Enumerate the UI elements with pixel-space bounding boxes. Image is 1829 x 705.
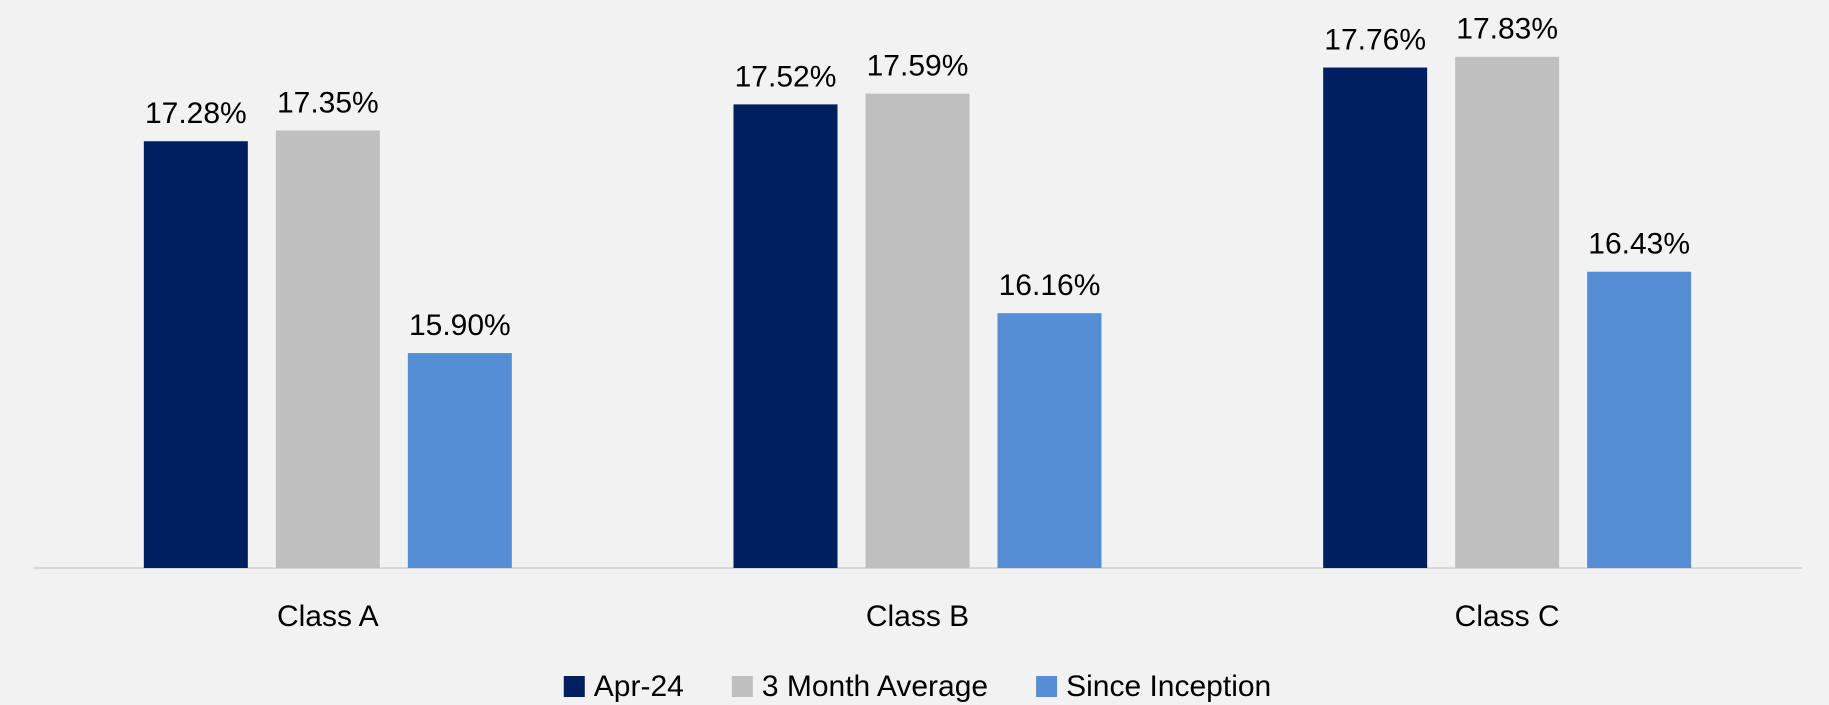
bar bbox=[865, 93, 970, 568]
bar bbox=[143, 141, 248, 569]
bar bbox=[997, 313, 1102, 568]
legend-label: 3 Month Average bbox=[762, 670, 988, 703]
data-label: 17.83% bbox=[1456, 13, 1558, 46]
data-label: 17.28% bbox=[145, 97, 247, 130]
x-tick-label: Class A bbox=[277, 600, 379, 633]
data-label: 16.16% bbox=[999, 269, 1101, 302]
bar bbox=[1587, 271, 1692, 568]
legend-swatch bbox=[731, 676, 753, 697]
legend-label: Apr-24 bbox=[594, 670, 684, 703]
bar bbox=[275, 130, 380, 568]
x-tick-label: Class B bbox=[866, 600, 969, 633]
legend-label: Since Inception bbox=[1066, 670, 1271, 703]
data-label: 17.76% bbox=[1324, 23, 1426, 56]
bar bbox=[733, 104, 838, 568]
data-label: 15.90% bbox=[409, 309, 511, 342]
legend-swatch bbox=[1036, 676, 1058, 697]
bar bbox=[1455, 56, 1560, 569]
x-tick-label: Class C bbox=[1455, 600, 1560, 633]
data-label: 17.59% bbox=[867, 50, 969, 83]
data-label: 17.35% bbox=[277, 86, 379, 119]
data-label: 16.43% bbox=[1588, 228, 1690, 261]
bar bbox=[407, 353, 512, 568]
bar bbox=[1323, 67, 1428, 568]
legend-swatch bbox=[563, 676, 585, 697]
data-label: 17.52% bbox=[735, 60, 837, 93]
